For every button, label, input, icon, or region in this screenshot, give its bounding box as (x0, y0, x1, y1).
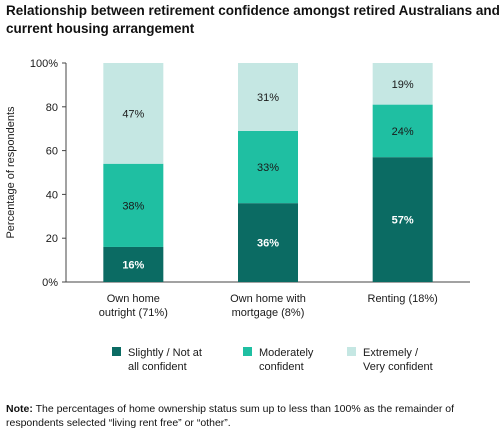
chart-legend: Slightly / Not at all confident Moderately… (112, 347, 433, 373)
data-label: 36% (257, 238, 279, 250)
chart-bars: 16% 38% 47% 36% 33% 31% 57% 24% 19% (103, 63, 433, 282)
x-tick-label: Renting (18%) (368, 293, 438, 305)
y-tick-label: 80 (46, 102, 58, 114)
legend-label: confident (259, 361, 304, 373)
legend-swatch (112, 347, 121, 356)
y-tick-label: 40 (46, 189, 58, 201)
legend-swatch (243, 347, 252, 356)
y-tick-label: 100% (30, 58, 58, 70)
data-label: 24% (392, 126, 414, 138)
y-tick-label: 60 (46, 146, 58, 158)
bar-segment (238, 130, 298, 204)
y-tick-label: 0% (42, 277, 58, 289)
x-tick-label: Own home with (230, 293, 306, 305)
data-label: 33% (257, 162, 279, 174)
bar-segment (372, 63, 433, 105)
note-label: Note: (6, 403, 33, 415)
data-label: 19% (392, 79, 414, 91)
bar-segment (238, 203, 298, 282)
legend-label: Very confident (363, 361, 433, 373)
y-tick-label: 20 (46, 233, 58, 245)
bar-segment (103, 163, 164, 247)
bar-segment (103, 246, 164, 282)
x-tick-label: mortgage (8%) (232, 307, 305, 319)
stacked-bar-chart: 0% 20 40 60 80 100% Percentage of respondents O… (5, 58, 470, 373)
legend-label: Extremely / (363, 347, 419, 359)
note-text: The percentages of home ownership status… (6, 403, 455, 429)
data-label: 57% (392, 215, 414, 227)
data-label: 47% (122, 108, 144, 120)
bar-segment (372, 104, 433, 158)
bar-segment (238, 63, 298, 131)
legend-swatch (347, 347, 356, 356)
x-tick-label: Own home (107, 293, 160, 305)
data-label: 16% (122, 259, 144, 271)
data-label: 31% (257, 92, 279, 104)
legend-label: all confident (128, 361, 187, 373)
bar-segment (372, 157, 433, 282)
data-label: 38% (122, 200, 144, 212)
chart-note: Note: The percentages of home ownership … (6, 402, 500, 430)
x-tick-label: outright (71%) (99, 307, 168, 319)
legend-label: Slightly / Not at (128, 347, 202, 359)
bar-segment (103, 63, 164, 164)
chart-title: Relationship between retirement confiden… (6, 3, 500, 36)
y-axis-label: Percentage of respondents (5, 106, 17, 239)
legend-label: Moderately (259, 347, 314, 359)
